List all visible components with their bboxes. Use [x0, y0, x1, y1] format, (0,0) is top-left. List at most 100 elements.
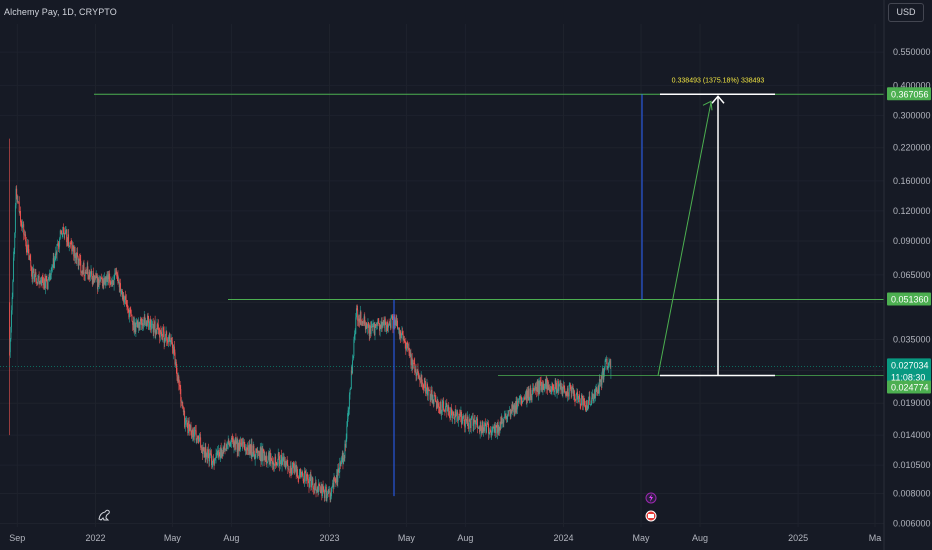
candle-body	[243, 441, 245, 447]
candle-body	[420, 375, 422, 383]
candle-body	[604, 367, 605, 372]
candle-body	[276, 462, 278, 466]
candle-body	[386, 325, 387, 332]
candle-body	[50, 267, 52, 275]
candle-body	[293, 467, 295, 472]
candle-body	[414, 363, 416, 373]
candle-body	[490, 432, 492, 436]
candle-body	[474, 420, 476, 423]
candle-body	[145, 322, 146, 324]
candle-body	[164, 341, 166, 343]
symbol-title[interactable]: Alchemy Pay, 1D, CRYPTO	[4, 7, 117, 17]
candle-body	[259, 451, 261, 457]
candle-body	[333, 477, 335, 487]
candle-body	[335, 481, 337, 483]
time-axis[interactable]: Sep 2022 May Aug 2023 May Aug 2024 May Aug 2025 Ma	[9, 533, 881, 543]
candle-body	[157, 324, 159, 325]
candle-body	[512, 405, 514, 410]
candle-body	[343, 458, 345, 459]
candle-body	[220, 447, 222, 458]
candle-body	[406, 342, 408, 345]
candle-body	[73, 248, 75, 257]
candle-body	[498, 426, 500, 431]
candle-body	[130, 311, 132, 316]
candle-body	[436, 401, 438, 409]
candle-body	[423, 387, 425, 389]
candle-body	[511, 405, 513, 414]
candle-body	[142, 323, 144, 326]
candle-body	[102, 278, 104, 287]
candle-body	[530, 395, 532, 401]
candle-body	[441, 404, 443, 412]
currency-button[interactable]: USD	[888, 3, 924, 22]
candle-body	[166, 331, 168, 341]
y-tick-label: 0.550000	[893, 47, 931, 57]
candle-body	[346, 426, 348, 439]
candle-body	[194, 430, 196, 432]
candle-body	[535, 386, 537, 389]
candle-body	[150, 323, 152, 331]
candle-body	[301, 471, 303, 475]
candle-body	[314, 482, 316, 485]
candle-body	[161, 336, 163, 337]
candle-body	[52, 265, 54, 267]
candle-body	[197, 436, 199, 439]
candle-body	[275, 462, 277, 464]
candle-body	[450, 407, 452, 418]
candle-body	[608, 362, 610, 363]
candle-body	[238, 442, 239, 451]
candle-body	[576, 391, 578, 395]
candle-body	[568, 395, 570, 397]
candle-body	[10, 327, 12, 339]
candle-body	[161, 332, 162, 337]
candle-body	[572, 386, 574, 394]
candle-body	[83, 263, 85, 276]
candle-body	[359, 318, 361, 323]
candle-body	[213, 461, 215, 464]
candle-body	[9, 302, 11, 356]
candle-body	[437, 401, 439, 404]
candle-body	[54, 259, 55, 269]
candle-body	[373, 323, 375, 324]
candle-body	[111, 281, 113, 283]
candle-body	[273, 462, 275, 466]
candle-body	[305, 474, 307, 482]
candle-body	[269, 452, 271, 462]
candle-body	[82, 270, 84, 275]
y-tick-label: 0.035000	[893, 334, 931, 344]
candle-body	[214, 459, 216, 464]
candle-body	[470, 418, 472, 429]
candles	[9, 138, 612, 503]
candle-body	[265, 456, 267, 462]
candle-body	[281, 458, 283, 466]
candle-body	[425, 382, 427, 394]
candle-body	[477, 427, 479, 429]
candle-body	[538, 380, 540, 393]
candle-body	[50, 274, 52, 280]
candle-body	[395, 320, 397, 325]
candle-body	[275, 456, 277, 463]
candle-body	[311, 478, 313, 481]
candle-body	[607, 367, 609, 370]
candle-body	[121, 290, 123, 300]
candle-body	[543, 383, 545, 390]
candle-body	[123, 295, 125, 303]
candle-body	[419, 377, 421, 382]
y-tick-label: 0.400000	[893, 80, 931, 90]
price-axis[interactable]: 0.550000 0.400000 0.300000 0.220000 0.160000…	[883, 0, 931, 550]
candle-body	[17, 201, 19, 203]
candle-body	[114, 273, 116, 275]
candle-body	[586, 400, 588, 411]
candle-body	[606, 359, 608, 370]
candle-body	[150, 319, 152, 331]
candle-body	[208, 453, 210, 462]
candle-body	[417, 369, 419, 373]
candle-body	[288, 468, 289, 470]
candle-body	[525, 392, 527, 402]
candle-body	[268, 452, 270, 460]
candle-body	[266, 461, 268, 464]
candle-body	[302, 475, 304, 482]
candle-body	[66, 230, 68, 243]
candle-body	[131, 315, 133, 321]
